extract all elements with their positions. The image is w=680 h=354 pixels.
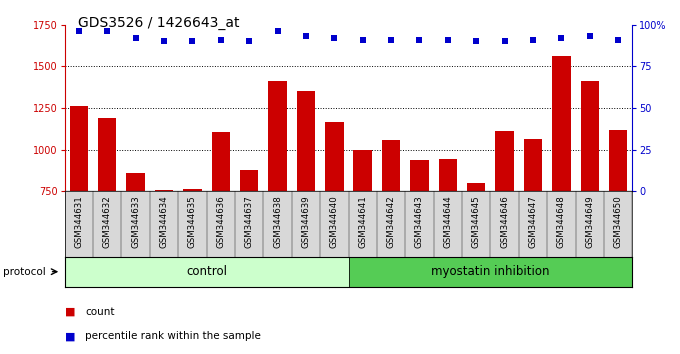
Point xyxy=(613,37,624,42)
Point xyxy=(102,29,113,34)
Bar xyxy=(296,91,315,316)
Point xyxy=(272,29,283,34)
Point xyxy=(301,34,311,39)
Bar xyxy=(410,160,428,316)
Text: control: control xyxy=(186,265,227,278)
Point xyxy=(158,39,169,44)
Text: GSM344632: GSM344632 xyxy=(103,196,112,249)
Text: GSM344645: GSM344645 xyxy=(472,196,481,249)
Bar xyxy=(269,80,287,316)
Point xyxy=(556,35,567,41)
Point xyxy=(528,37,539,42)
Point xyxy=(243,39,254,44)
Point xyxy=(584,34,595,39)
Bar xyxy=(354,149,372,316)
Bar xyxy=(240,170,258,316)
Point xyxy=(386,37,396,42)
Point xyxy=(187,39,198,44)
Bar xyxy=(98,118,116,316)
Text: GSM344647: GSM344647 xyxy=(528,196,537,249)
Text: GSM344643: GSM344643 xyxy=(415,196,424,249)
Text: GSM344635: GSM344635 xyxy=(188,196,197,249)
Text: GSM344646: GSM344646 xyxy=(500,196,509,249)
Point xyxy=(73,29,84,34)
Text: percentile rank within the sample: percentile rank within the sample xyxy=(85,331,261,341)
Text: GSM344650: GSM344650 xyxy=(614,196,623,249)
Bar xyxy=(609,130,628,316)
Text: ■: ■ xyxy=(65,331,75,341)
Bar xyxy=(348,257,632,287)
Text: GSM344642: GSM344642 xyxy=(387,196,396,249)
Text: GSM344634: GSM344634 xyxy=(160,196,169,249)
Point xyxy=(216,37,226,42)
Bar xyxy=(467,183,486,316)
Text: GSM344639: GSM344639 xyxy=(301,196,310,249)
Text: GSM344636: GSM344636 xyxy=(216,196,225,249)
Text: GSM344648: GSM344648 xyxy=(557,196,566,249)
Text: GDS3526 / 1426643_at: GDS3526 / 1426643_at xyxy=(78,16,239,30)
Text: GSM344640: GSM344640 xyxy=(330,196,339,249)
Text: ■: ■ xyxy=(65,307,75,316)
Bar xyxy=(496,131,514,316)
Text: GSM344644: GSM344644 xyxy=(443,196,452,249)
Text: GSM344649: GSM344649 xyxy=(585,196,594,249)
Bar xyxy=(439,159,457,316)
Point xyxy=(329,35,340,41)
Text: GSM344631: GSM344631 xyxy=(74,196,83,249)
Bar xyxy=(382,139,401,316)
Bar xyxy=(65,257,348,287)
Text: protocol: protocol xyxy=(3,267,46,277)
Text: myostatin inhibition: myostatin inhibition xyxy=(431,265,549,278)
Point xyxy=(471,39,481,44)
Bar xyxy=(155,190,173,316)
Text: GSM344637: GSM344637 xyxy=(245,196,254,249)
Point xyxy=(414,37,425,42)
Bar xyxy=(183,189,201,316)
Bar xyxy=(552,56,571,316)
Bar xyxy=(325,122,343,316)
Point xyxy=(357,37,368,42)
Bar xyxy=(69,106,88,316)
Bar xyxy=(581,80,599,316)
Text: GSM344633: GSM344633 xyxy=(131,196,140,249)
Text: count: count xyxy=(85,307,114,316)
Point xyxy=(443,37,454,42)
Bar xyxy=(211,132,230,316)
Text: GSM344638: GSM344638 xyxy=(273,196,282,249)
Point xyxy=(499,39,510,44)
Text: GSM344641: GSM344641 xyxy=(358,196,367,249)
Point xyxy=(130,35,141,41)
Bar xyxy=(126,173,145,316)
Bar xyxy=(524,139,542,316)
